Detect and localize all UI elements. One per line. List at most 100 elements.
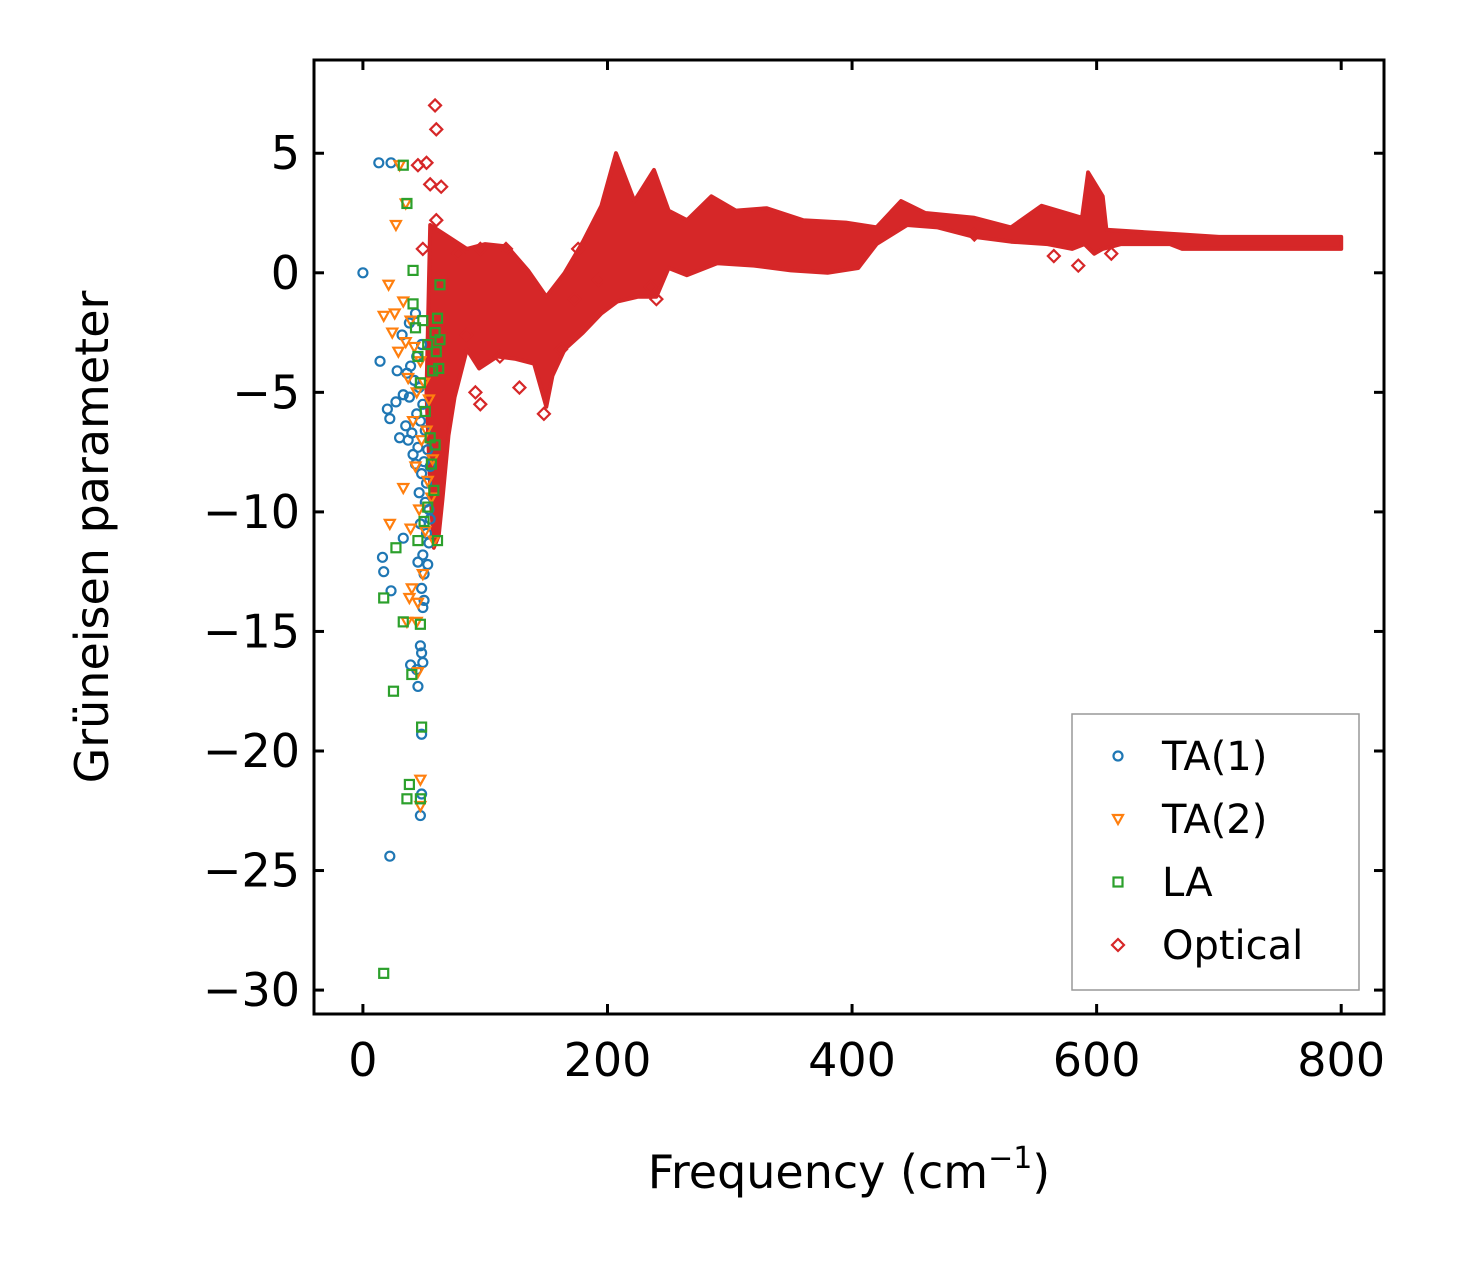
la-point <box>406 668 418 681</box>
optical-point <box>648 291 664 307</box>
ta1-point <box>417 398 429 410</box>
ta1-point <box>390 396 402 408</box>
la-point <box>417 315 429 327</box>
la-point <box>407 264 419 277</box>
la-point <box>427 365 439 377</box>
ta1-point <box>412 441 424 453</box>
ta2-point <box>401 372 416 386</box>
ta2-point <box>403 523 418 536</box>
ta2-point <box>413 774 428 787</box>
x-axis-title-superscript: −1 <box>988 1141 1032 1176</box>
ta1-point <box>385 157 397 169</box>
y-tick-label: −5 <box>232 365 300 419</box>
ta2-point <box>385 327 400 340</box>
y-tick-label: −15 <box>203 604 300 658</box>
la-point <box>418 515 430 528</box>
la-point <box>431 312 444 324</box>
legend: TA(1) TA(2) LA Optical <box>1071 713 1360 991</box>
ta1-point <box>376 551 389 563</box>
la-point <box>378 592 390 604</box>
optical-point <box>467 384 483 400</box>
la-point <box>433 362 445 375</box>
ta1-point <box>422 558 434 571</box>
la-point <box>422 338 434 351</box>
ta2-point <box>404 583 419 596</box>
la-point <box>419 405 431 418</box>
optical-point <box>498 241 514 257</box>
ta1-point <box>403 391 415 403</box>
optical-dense-band <box>424 151 1344 550</box>
optical-point <box>1046 248 1062 264</box>
x-tick-label: 800 <box>1297 1033 1385 1087</box>
ta2-point <box>382 518 397 532</box>
optical-point <box>422 176 438 192</box>
legend-label-la: LA <box>1162 860 1213 906</box>
la-point <box>387 685 400 697</box>
ta1-point <box>416 468 428 480</box>
la-point <box>414 377 426 389</box>
optical-point <box>966 226 982 243</box>
la-point <box>434 279 446 291</box>
ta1-point <box>420 477 433 489</box>
legend-marker-la <box>1112 876 1124 888</box>
y-tick-label: −10 <box>203 485 300 539</box>
legend-label-ta1: TA(1) <box>1161 734 1267 780</box>
ta2-point <box>409 616 424 630</box>
ta2-point <box>381 279 396 293</box>
ta1-point <box>391 365 403 377</box>
ta2-point <box>422 394 436 407</box>
optical-point <box>418 155 435 171</box>
ta1-point <box>413 487 425 499</box>
legend-marker-optical <box>1110 937 1126 953</box>
legend-label-ta2: TA(2) <box>1161 797 1267 843</box>
optical-point <box>1103 246 1119 262</box>
optical-point <box>428 212 444 228</box>
la-point <box>378 967 390 979</box>
plot-frame <box>312 58 1386 1016</box>
ta1-point <box>414 640 426 652</box>
ta2-point <box>396 296 411 309</box>
optical-point <box>553 341 569 357</box>
ta1-point <box>416 582 428 595</box>
optical-point <box>642 279 658 295</box>
legend-marker-ta2 <box>1111 813 1125 827</box>
optical-point <box>459 327 475 343</box>
la-point <box>412 350 424 363</box>
ta1-point <box>416 728 428 740</box>
legend-label-optical: Optical <box>1162 923 1303 969</box>
y-axis-title: Grüneisen parameter <box>65 290 119 783</box>
x-axis-title: Frequency (cm−1) <box>648 1141 1051 1199</box>
ta1-point <box>397 532 409 544</box>
ta2-point <box>415 568 430 582</box>
ta1-point <box>385 585 397 597</box>
y-tick-label: 0 <box>271 246 300 300</box>
ta1-point <box>373 157 385 169</box>
x-tick-label: 0 <box>348 1033 377 1087</box>
ta2-point <box>414 435 429 448</box>
optical-point <box>1070 258 1086 274</box>
ta1-point <box>374 355 386 367</box>
ta2-point <box>376 310 391 324</box>
ta1-point <box>418 594 430 606</box>
optical-point <box>492 348 508 365</box>
y-tick-label: 5 <box>271 126 300 180</box>
ta2-point <box>389 219 403 233</box>
la-point <box>416 721 428 733</box>
ta1-point <box>378 566 390 578</box>
ta2-point <box>420 475 435 489</box>
ta2-point <box>413 800 428 814</box>
la-point <box>390 542 402 554</box>
x-tick-label: 400 <box>808 1033 896 1087</box>
ta1-point <box>400 420 412 432</box>
la-point <box>401 793 413 805</box>
optical-point <box>428 121 444 137</box>
ta2-point <box>391 346 406 359</box>
x-tick-label: 200 <box>564 1033 652 1087</box>
ta1-point <box>420 527 433 540</box>
ta1-point <box>384 850 396 862</box>
la-point <box>397 159 409 171</box>
optical-point <box>536 406 552 422</box>
la-point <box>407 298 419 310</box>
x-tick-label: 600 <box>1053 1033 1141 1087</box>
